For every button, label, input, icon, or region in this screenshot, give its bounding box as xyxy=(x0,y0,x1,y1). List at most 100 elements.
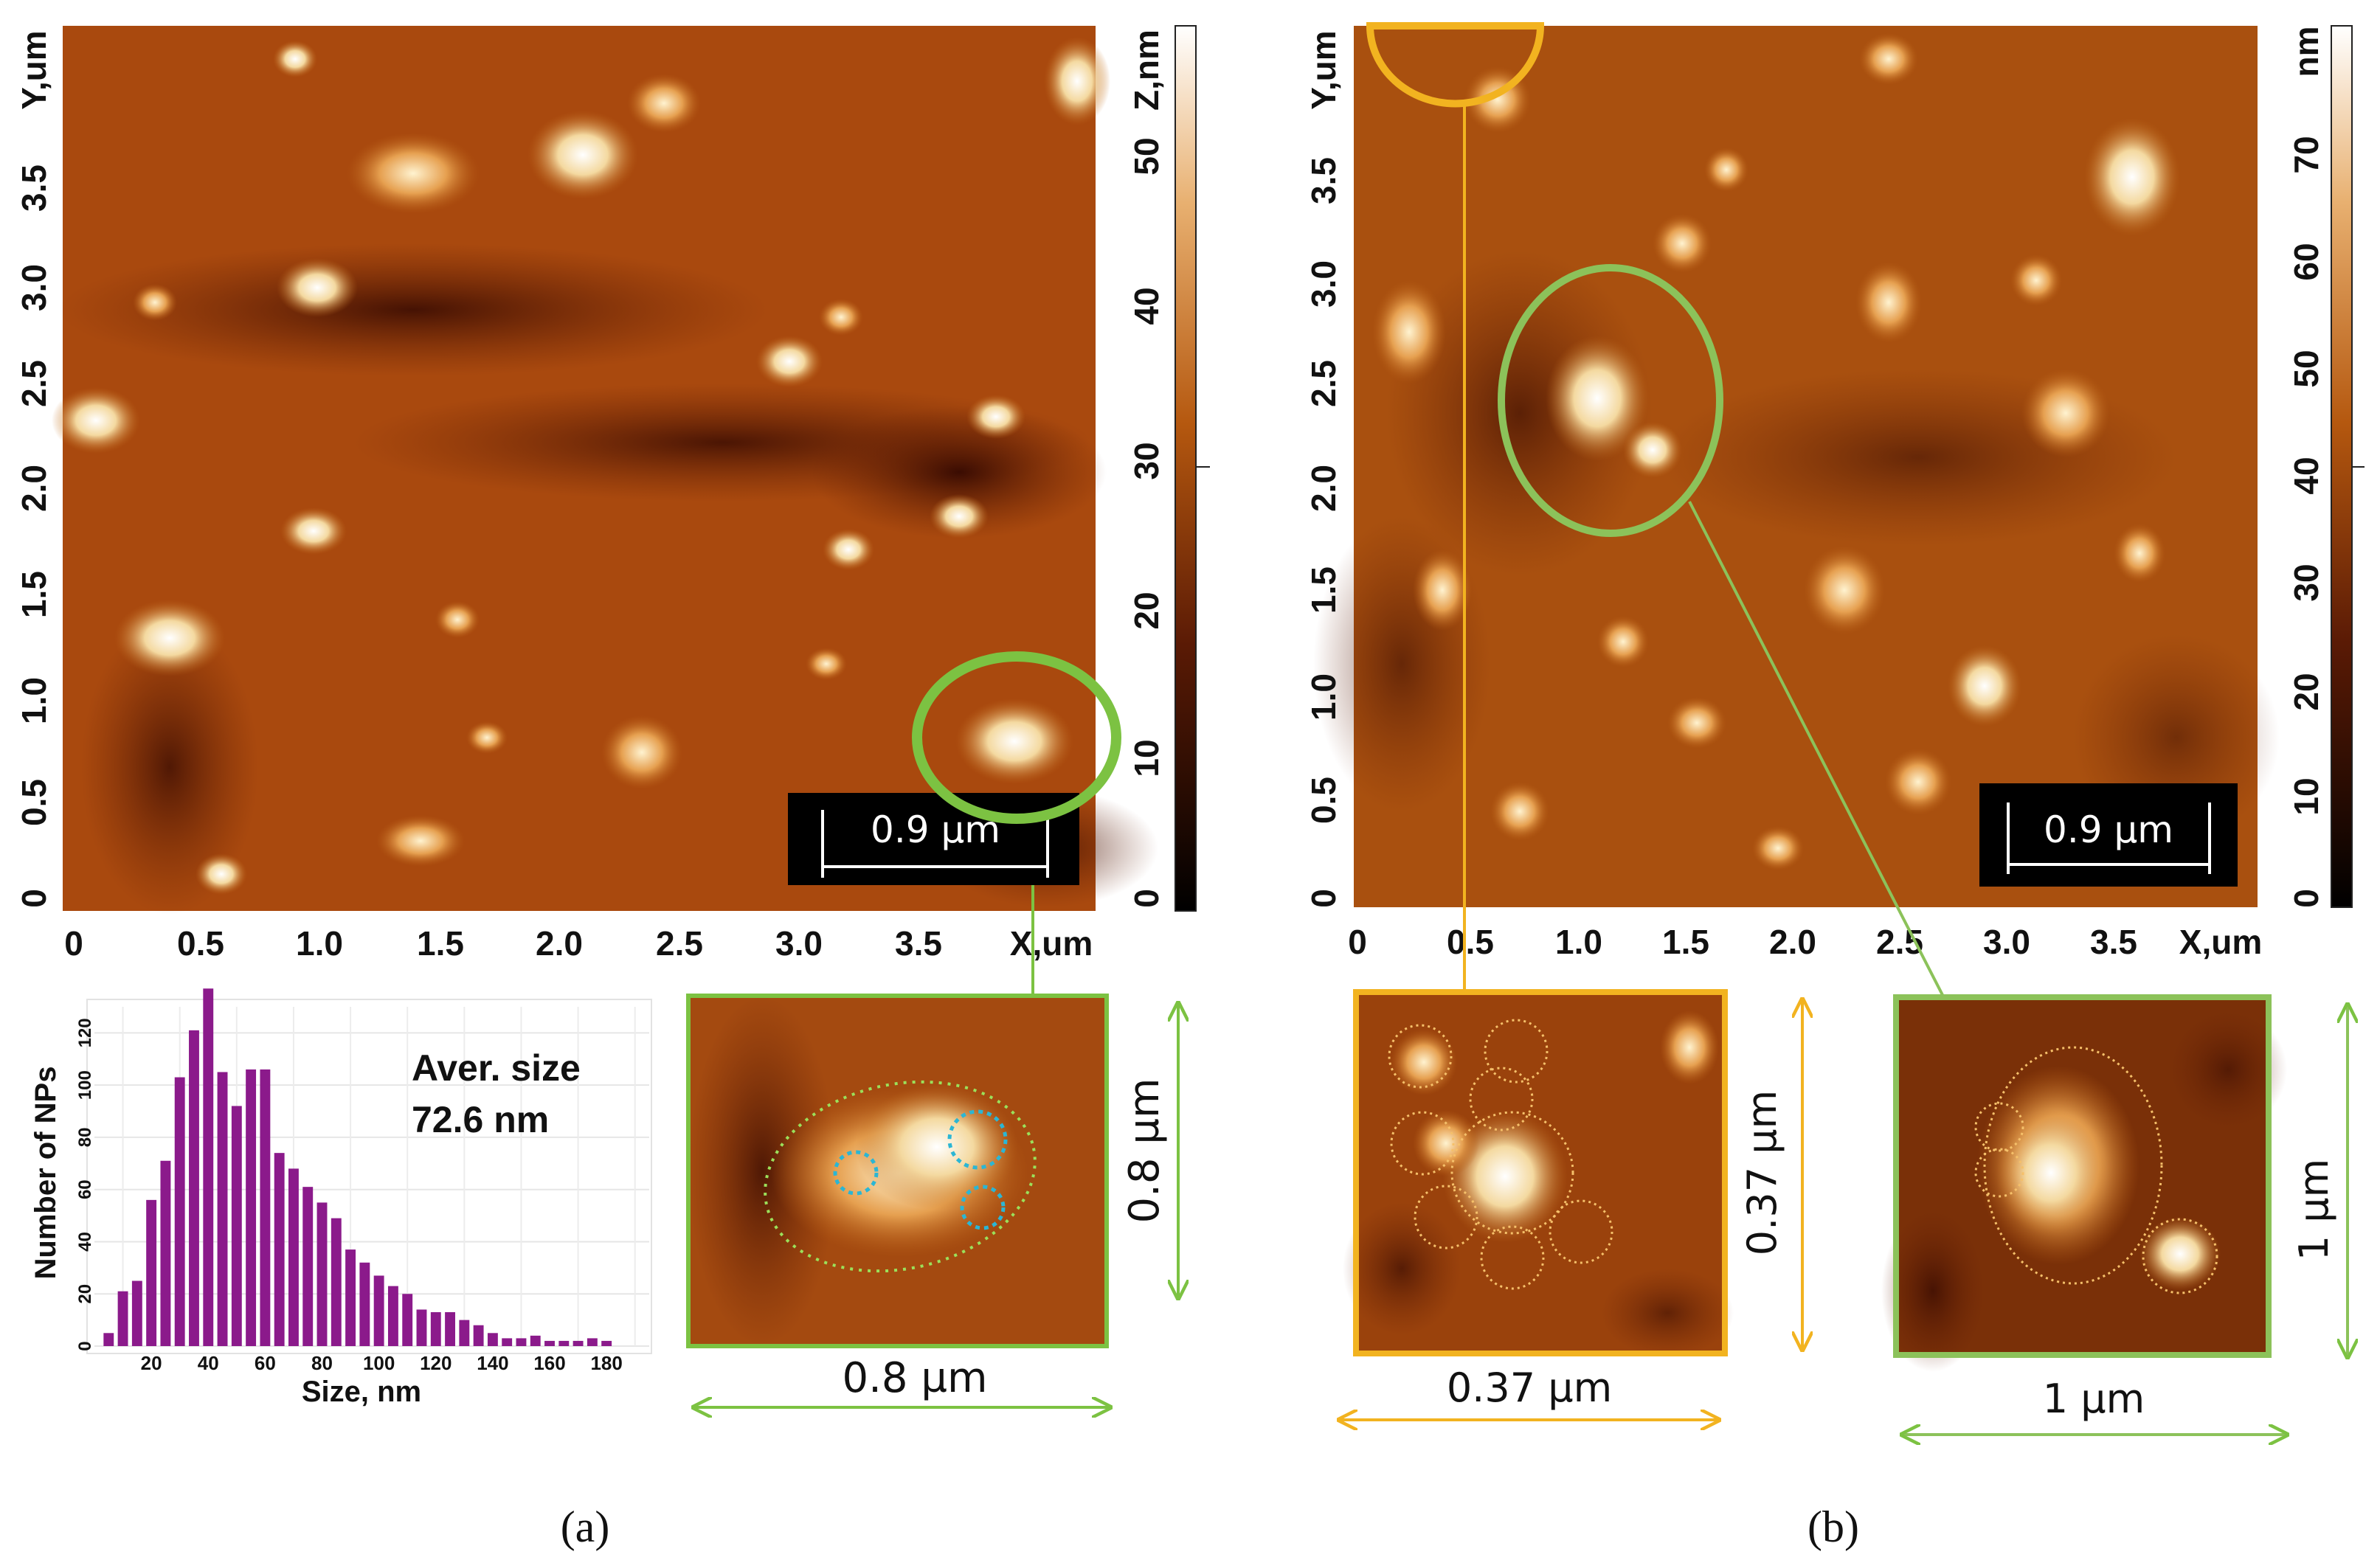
histogram-x-tick: 80 xyxy=(311,1352,333,1374)
panel-a-zoom-image xyxy=(686,994,1109,1348)
histogram-x-tick: 40 xyxy=(198,1352,219,1374)
histogram-bar xyxy=(445,1312,455,1346)
histogram-x-tick: 100 xyxy=(363,1352,395,1374)
panel-b-y-tick: 1.0 xyxy=(1304,673,1343,721)
histogram-x-tick: 160 xyxy=(533,1352,565,1374)
histogram-x-tick: 60 xyxy=(255,1352,276,1374)
histogram-y-tick: 0 xyxy=(75,1341,95,1351)
histogram-bar xyxy=(558,1340,570,1346)
panel-b-y-tick: 3.0 xyxy=(1304,260,1343,308)
histogram-y-axis-label: Number of NPs xyxy=(30,1067,62,1280)
histogram-bar xyxy=(359,1262,370,1346)
histogram-bar xyxy=(587,1338,598,1346)
histogram-x-tick: 20 xyxy=(141,1352,162,1374)
panel-b-x-tick: 1.5 xyxy=(1662,923,1709,961)
histogram-bar xyxy=(174,1077,185,1346)
panel-b-y-tick: 0.5 xyxy=(1304,777,1343,824)
histogram-x-axis-label: Size, nm xyxy=(302,1376,421,1408)
panel-b-y-ticks: 0 0.5 1.0 1.5 2.0 2.5 3.0 3.5 xyxy=(1304,157,1343,908)
histogram-bar xyxy=(502,1338,513,1346)
colorbar-tick: 40 xyxy=(2287,457,2325,494)
panel-b-y-axis-label: Y,um xyxy=(1304,30,1343,109)
colorbar-tick: 20 xyxy=(1127,592,1166,629)
panel-a-scale-bar: 0.9 µm xyxy=(788,793,1079,885)
panel-a-x-tick: 0 xyxy=(64,924,83,963)
colorbar-tick: 50 xyxy=(1127,137,1166,175)
panel-b-y-tick: 0 xyxy=(1304,889,1343,908)
panel-a-y-tick: 0.5 xyxy=(15,779,53,826)
histogram-bar xyxy=(530,1335,541,1346)
panel-b-x-tick: 1.0 xyxy=(1555,923,1602,961)
panel-b-x-ticks: 0 0.5 1.0 1.5 2.0 2.5 3.0 3.5 xyxy=(1348,923,2137,961)
panel-b-scale-bar-label: 0.9 µm xyxy=(2044,808,2173,851)
colorbar-tick: 0 xyxy=(1127,889,1166,908)
histogram-x-tick: 120 xyxy=(420,1352,452,1374)
colorbar-tick: 70 xyxy=(2287,136,2325,173)
histogram-bar xyxy=(572,1340,584,1346)
histogram-bar xyxy=(103,1333,114,1346)
histogram-y-tick: 100 xyxy=(75,1070,95,1100)
panel-a-x-axis-label: X,um xyxy=(1010,924,1093,963)
panel-b-zoom-left-height-label: 0.37 µm xyxy=(1739,1090,1785,1255)
panel-a-colorbar-ticks: 0 10 20 30 40 50 xyxy=(1127,137,1166,907)
panel-b-zoom-right-width-label: 1 µm xyxy=(2043,1376,2145,1422)
colorbar-tick: 60 xyxy=(2287,243,2325,280)
panel-b-y-tick: 3.5 xyxy=(1304,157,1343,204)
histogram-bar xyxy=(217,1072,228,1346)
caption-a: (a) xyxy=(561,1502,610,1551)
panel-a-y-tick: 3.0 xyxy=(15,264,53,311)
panel-a-x-tick: 1.0 xyxy=(296,924,343,963)
histogram-bar xyxy=(387,1286,398,1346)
colorbar-tick: 30 xyxy=(2287,564,2325,601)
panel-b-x-tick: 2.0 xyxy=(1769,923,1816,961)
panel-a-y-tick: 1.5 xyxy=(15,571,53,618)
histogram-bar xyxy=(189,1030,199,1346)
histogram-bar xyxy=(117,1291,128,1346)
histogram-bar xyxy=(430,1312,441,1346)
histogram-bar xyxy=(260,1069,271,1346)
panel-a-x-tick: 0.5 xyxy=(177,924,224,963)
histogram-bar xyxy=(416,1309,427,1346)
panel-a-x-tick: 3.5 xyxy=(895,924,942,963)
panel-a-y-tick: 2.5 xyxy=(15,360,53,407)
panel-a-y-tick: 2.0 xyxy=(15,465,53,512)
panel-b-colorbar-label: nm xyxy=(2287,27,2325,77)
histogram-bar xyxy=(459,1320,470,1346)
panel-b-green-marker xyxy=(1498,264,1723,537)
panel-a-zoom-width-label: 0.8 µm xyxy=(842,1354,987,1402)
panel-b-orange-marker xyxy=(1366,22,1545,108)
histogram-bar xyxy=(146,1199,157,1346)
panel-b-zoom-right-height-label: 1 µm xyxy=(2291,1159,2337,1261)
panel-b-x-tick: 0 xyxy=(1348,923,1367,961)
histogram-y-tick: 60 xyxy=(75,1179,95,1199)
colorbar-tick: 0 xyxy=(2287,889,2325,908)
colorbar-tick: 30 xyxy=(1127,442,1166,479)
panel-a-y-axis-label: Y,um xyxy=(15,30,53,109)
panel-b-y-tick: 2.5 xyxy=(1304,360,1343,407)
panel-b-afm-image xyxy=(1313,26,2280,907)
panel-a-x-tick: 2.0 xyxy=(536,924,583,963)
histogram-y-tick: 20 xyxy=(75,1284,95,1304)
panel-b-zoom-right xyxy=(1881,994,2287,1372)
panel-a-highlight-ellipse xyxy=(912,651,1121,824)
panel-b-colorbar-ticks: 0 10 20 30 40 50 60 70 xyxy=(2287,136,2325,907)
panel-a-y-tick: 0 xyxy=(15,889,53,908)
histogram-bar xyxy=(373,1275,384,1346)
histogram-bar xyxy=(288,1168,299,1346)
colorbar-tick: 10 xyxy=(1127,739,1166,777)
panel-a-afm-image xyxy=(52,26,1158,915)
panel-a-x-tick: 2.5 xyxy=(656,924,703,963)
panel-b-x-tick: 0.5 xyxy=(1447,923,1494,961)
panel-b-x-tick: 3.5 xyxy=(2090,923,2137,961)
histogram-bar xyxy=(274,1153,285,1346)
histogram-bar xyxy=(246,1069,257,1346)
histogram-y-tick: 80 xyxy=(75,1128,95,1148)
panel-b-x-tick: 3.0 xyxy=(1983,923,2030,961)
histogram-bar xyxy=(160,1160,171,1346)
histogram-bar xyxy=(516,1338,527,1346)
histogram-bar xyxy=(601,1340,612,1346)
histogram-y-tick: 40 xyxy=(75,1232,95,1252)
histogram-bar xyxy=(203,988,214,1346)
colorbar-tick: 10 xyxy=(2287,777,2325,815)
